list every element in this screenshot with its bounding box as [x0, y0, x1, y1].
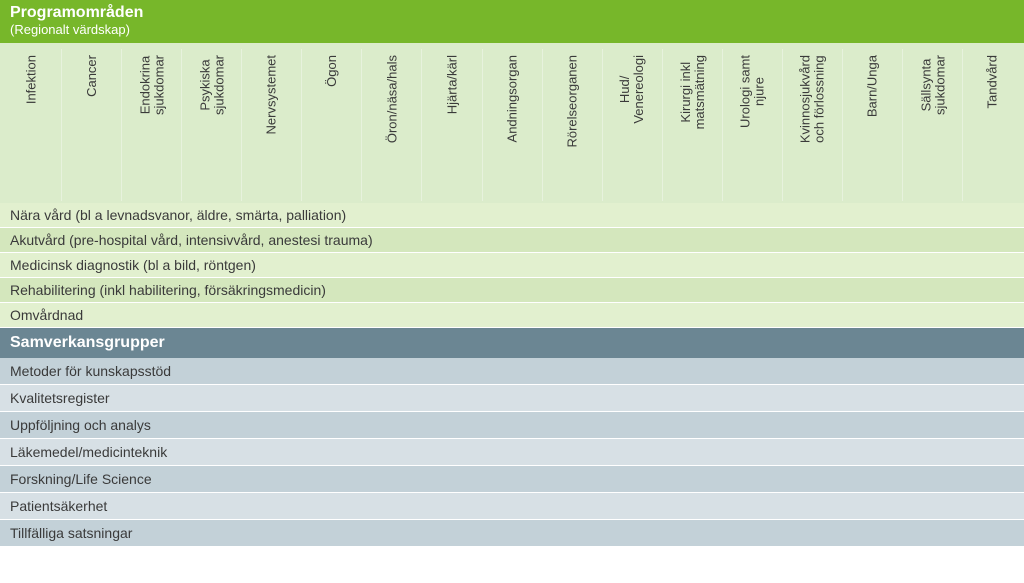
program-column: Tandvård	[963, 49, 1022, 201]
program-subtitle: (Regionalt värdskap)	[10, 22, 1014, 37]
program-column: Ögon	[302, 49, 362, 201]
program-column-label: Ögon	[325, 55, 339, 87]
program-column: Infektion	[2, 49, 62, 201]
program-column-label: Sällsyntasjukdomar	[919, 55, 946, 115]
program-title: Programområden	[10, 4, 1014, 22]
program-header: Programområden (Regionalt värdskap)	[0, 0, 1024, 43]
program-column: Urologi samtnjure	[723, 49, 783, 201]
program-column: Cancer	[62, 49, 122, 201]
program-row: Medicinsk diagnostik (bl a bild, röntgen…	[0, 253, 1024, 278]
program-column: Rörelseorganen	[543, 49, 603, 201]
program-column: Hjärta/kärl	[422, 49, 482, 201]
program-column-label: Barn/Unga	[866, 55, 880, 117]
program-column: Psykiskasjukdomar	[182, 49, 242, 201]
samverkan-row: Uppföljning och analys	[0, 412, 1024, 439]
program-row: Rehabilitering (inkl habilitering, försä…	[0, 278, 1024, 303]
program-column-label: Kirurgi inklmatsmätning	[679, 55, 706, 129]
program-column: Öron/näsa/hals	[362, 49, 422, 201]
samverkan-row: Kvalitetsregister	[0, 385, 1024, 412]
program-column: Sällsyntasjukdomar	[903, 49, 963, 201]
program-column-label: Hjärta/kärl	[445, 55, 459, 114]
program-column: Nervsystemet	[242, 49, 302, 201]
program-column-label: Tandvård	[986, 55, 1000, 108]
program-column: Kvinnosjukvårdoch förlossning	[783, 49, 843, 201]
program-column-label: Infektion	[25, 55, 39, 104]
program-rows: Nära vård (bl a levnadsvanor, äldre, smä…	[0, 203, 1024, 328]
program-column: Endokrinasjukdomar	[122, 49, 182, 201]
program-column-label: Öron/näsa/hals	[385, 55, 399, 143]
program-column-label: Rörelseorganen	[565, 55, 579, 148]
program-row: Akutvård (pre-hospital vård, intensivvår…	[0, 228, 1024, 253]
diagram-root: Programområden (Regionalt värdskap) Infe…	[0, 0, 1024, 547]
samverkan-row: Läkemedel/medicinteknik	[0, 439, 1024, 466]
program-column: Hud/Venereologi	[603, 49, 663, 201]
program-column-label: Hud/Venereologi	[619, 55, 646, 124]
samverkan-row: Tillfälliga satsningar	[0, 520, 1024, 547]
program-column-label: Nervsystemet	[265, 55, 279, 134]
program-column-label: Endokrinasjukdomar	[138, 55, 165, 115]
program-column-label: Psykiskasjukdomar	[198, 55, 225, 115]
samverkan-row: Forskning/Life Science	[0, 466, 1024, 493]
samverkan-row: Metoder för kunskapsstöd	[0, 358, 1024, 385]
samverkan-rows: Metoder för kunskapsstödKvalitetsregiste…	[0, 358, 1024, 547]
program-column-label: Urologi samtnjure	[739, 55, 766, 128]
program-row: Omvårdnad	[0, 303, 1024, 328]
program-column: Kirurgi inklmatsmätning	[663, 49, 723, 201]
program-columns: Infektion Cancer Endokrinasjukdomar Psykisk…	[0, 43, 1024, 203]
samverkan-header: Samverkansgrupper	[0, 328, 1024, 358]
program-column-label: Cancer	[85, 55, 99, 97]
samverkan-row: Patientsäkerhet	[0, 493, 1024, 520]
program-column: Barn/Unga	[843, 49, 903, 201]
program-column-label: Kvinnosjukvårdoch förlossning	[799, 55, 826, 143]
program-column: Andningsorgan	[483, 49, 543, 201]
program-row: Nära vård (bl a levnadsvanor, äldre, smä…	[0, 203, 1024, 228]
program-column-label: Andningsorgan	[505, 55, 519, 142]
